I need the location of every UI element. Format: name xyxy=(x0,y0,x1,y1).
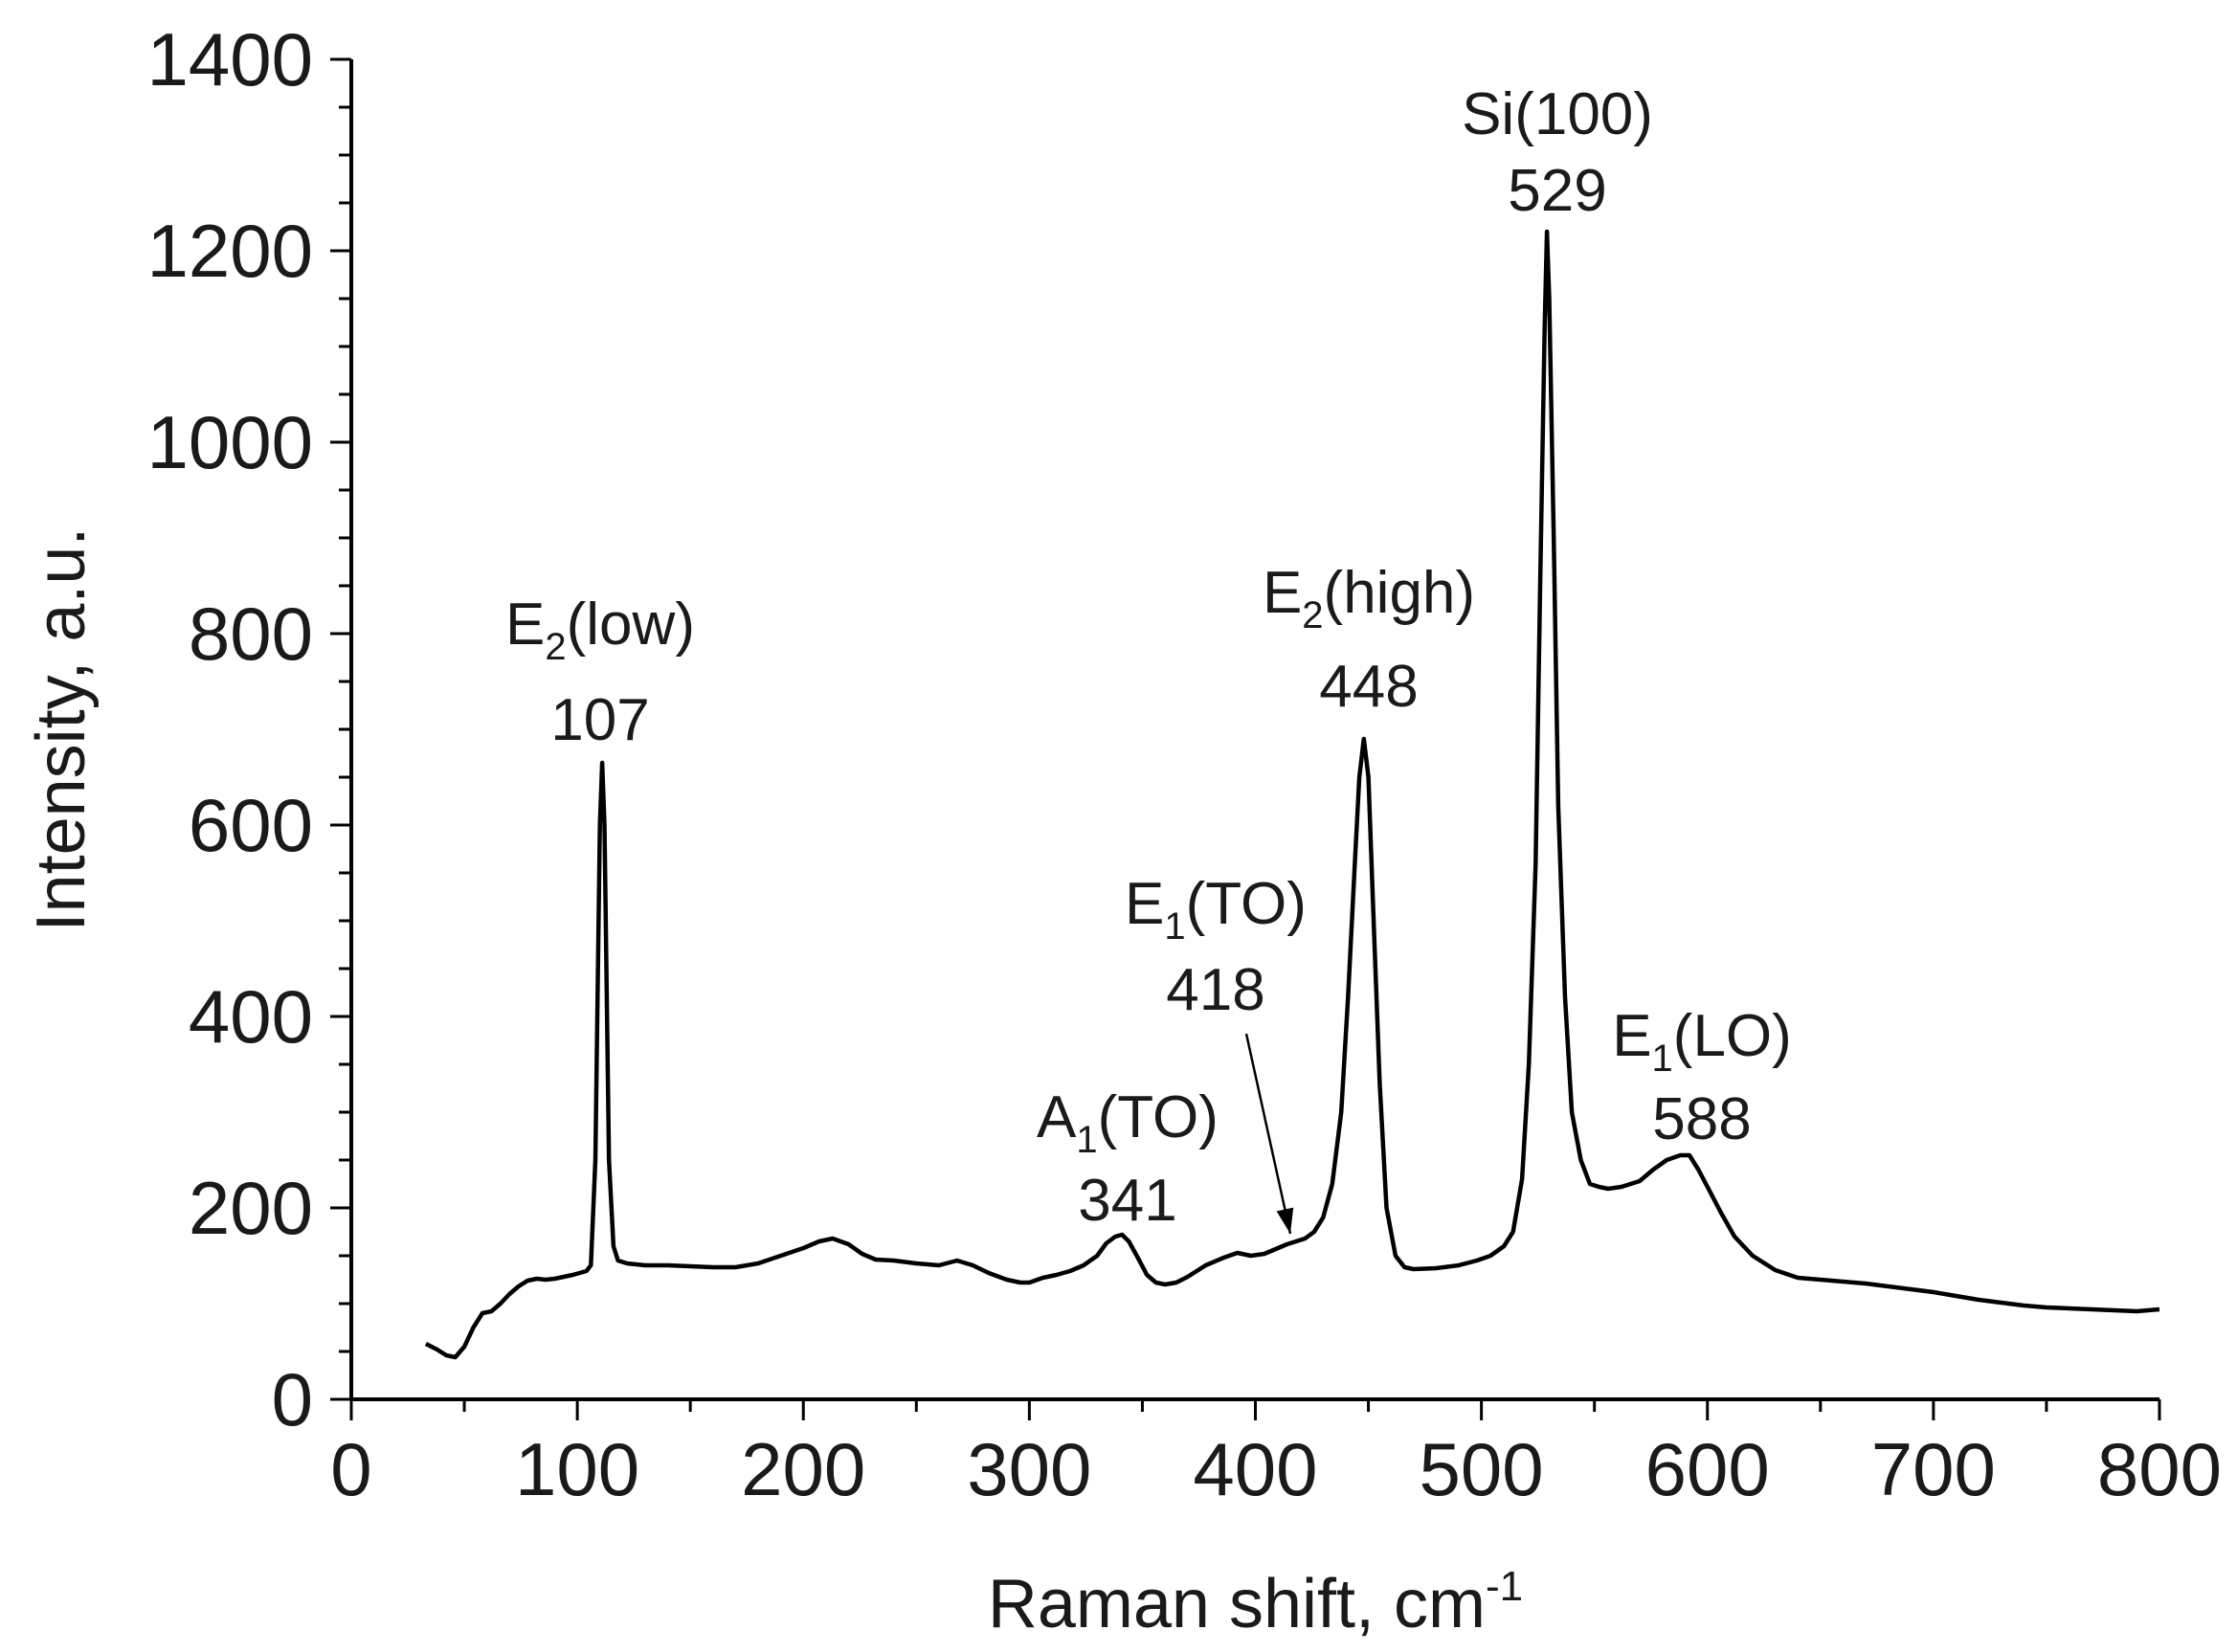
x-tick-label: 600 xyxy=(1645,1427,1770,1511)
peak-mode-label: A1(TO) xyxy=(1037,1084,1219,1161)
annotation-arrow-head xyxy=(1276,1207,1294,1234)
peak-annotations: E2(low)107A1(TO)341E1(TO)418E2(high)448S… xyxy=(505,81,1792,1235)
x-tick-label: 100 xyxy=(515,1427,639,1511)
peak-mode-rest: (TO) xyxy=(1098,1084,1219,1150)
y-axis-title: Intensity, a.u. xyxy=(23,527,100,932)
peak-mode-main: E xyxy=(1125,871,1164,937)
y-tick-label: 1000 xyxy=(146,400,313,484)
x-tick-label: 500 xyxy=(1420,1427,1544,1511)
peak-mode-main: E xyxy=(505,592,545,658)
y-tick-label: 400 xyxy=(189,974,313,1059)
peak-value-label: 107 xyxy=(550,687,649,753)
y-tick-label: 1400 xyxy=(146,17,313,101)
annotation-arrow-line xyxy=(1244,1033,1292,1235)
peak-mode-main: Si(100) xyxy=(1462,81,1653,147)
peak-value-label: 588 xyxy=(1652,1086,1751,1152)
peak-mode-label: E1(LO) xyxy=(1612,1003,1792,1080)
x-tick-label: 800 xyxy=(2097,1427,2222,1511)
peak-mode-sub: 2 xyxy=(545,626,566,668)
peak-value-label: 341 xyxy=(1078,1168,1176,1234)
peak-mode-label: E1(TO) xyxy=(1125,871,1307,948)
series-line-0 xyxy=(424,229,2160,1360)
peak-annotation: E2(low) 107 xyxy=(505,592,695,753)
peak-mode-rest: (LO) xyxy=(1673,1003,1792,1069)
peak-annotation: E2(high) 448 xyxy=(1263,560,1475,720)
peak-mode-label: Si(100) xyxy=(1462,81,1653,147)
peak-annotation: A1(TO) 341 xyxy=(1037,1084,1219,1234)
ticks xyxy=(330,57,2161,1420)
peak-value-label: 448 xyxy=(1319,654,1418,720)
peak-mode-sub: 1 xyxy=(1652,1038,1673,1080)
peak-mode-rest: (low) xyxy=(567,592,695,658)
peak-annotation: E1(TO) 418 xyxy=(1125,871,1307,1235)
y-tick-label: 0 xyxy=(272,1357,313,1441)
y-tick-label: 800 xyxy=(189,592,313,676)
peak-value-label: 418 xyxy=(1166,957,1264,1023)
peak-value-label: 529 xyxy=(1508,158,1606,224)
x-axis-title-text: Raman shift, cm xyxy=(988,1566,1486,1642)
peak-annotation: E1(LO)588 xyxy=(1612,1003,1792,1152)
peak-annotation: Si(100) 529 xyxy=(1462,81,1653,224)
x-tick-label: 0 xyxy=(330,1427,371,1511)
x-tick-label: 300 xyxy=(967,1427,1091,1511)
x-axis-title-sup: -1 xyxy=(1486,1563,1523,1610)
peak-mode-main: E xyxy=(1612,1003,1651,1069)
peak-mode-rest: (high) xyxy=(1324,560,1476,626)
y-tick-label: 200 xyxy=(189,1166,313,1250)
y-tick-label: 600 xyxy=(189,783,313,867)
peak-mode-sub: 1 xyxy=(1076,1119,1097,1161)
peak-mode-label: E2(high) xyxy=(1263,560,1475,636)
peak-mode-main: A xyxy=(1037,1084,1077,1150)
x-axis-title: Raman shift, cm-1 xyxy=(988,1563,1523,1642)
tick-labels: 0 100 200 300 400 500 600 700 800 0 200 400 600 800 10… xyxy=(146,17,2222,1511)
x-tick-label: 400 xyxy=(1193,1427,1317,1511)
x-tick-label: 200 xyxy=(741,1427,865,1511)
x-tick-label: 700 xyxy=(1871,1427,1996,1511)
series-layer xyxy=(424,229,2160,1360)
peak-mode-sub: 1 xyxy=(1164,905,1185,948)
peak-mode-rest: (TO) xyxy=(1186,871,1307,937)
peak-mode-main: E xyxy=(1263,560,1302,626)
peak-mode-label: E2(low) xyxy=(505,592,695,668)
y-tick-label: 1200 xyxy=(146,209,313,293)
peak-mode-sub: 2 xyxy=(1302,594,1323,636)
